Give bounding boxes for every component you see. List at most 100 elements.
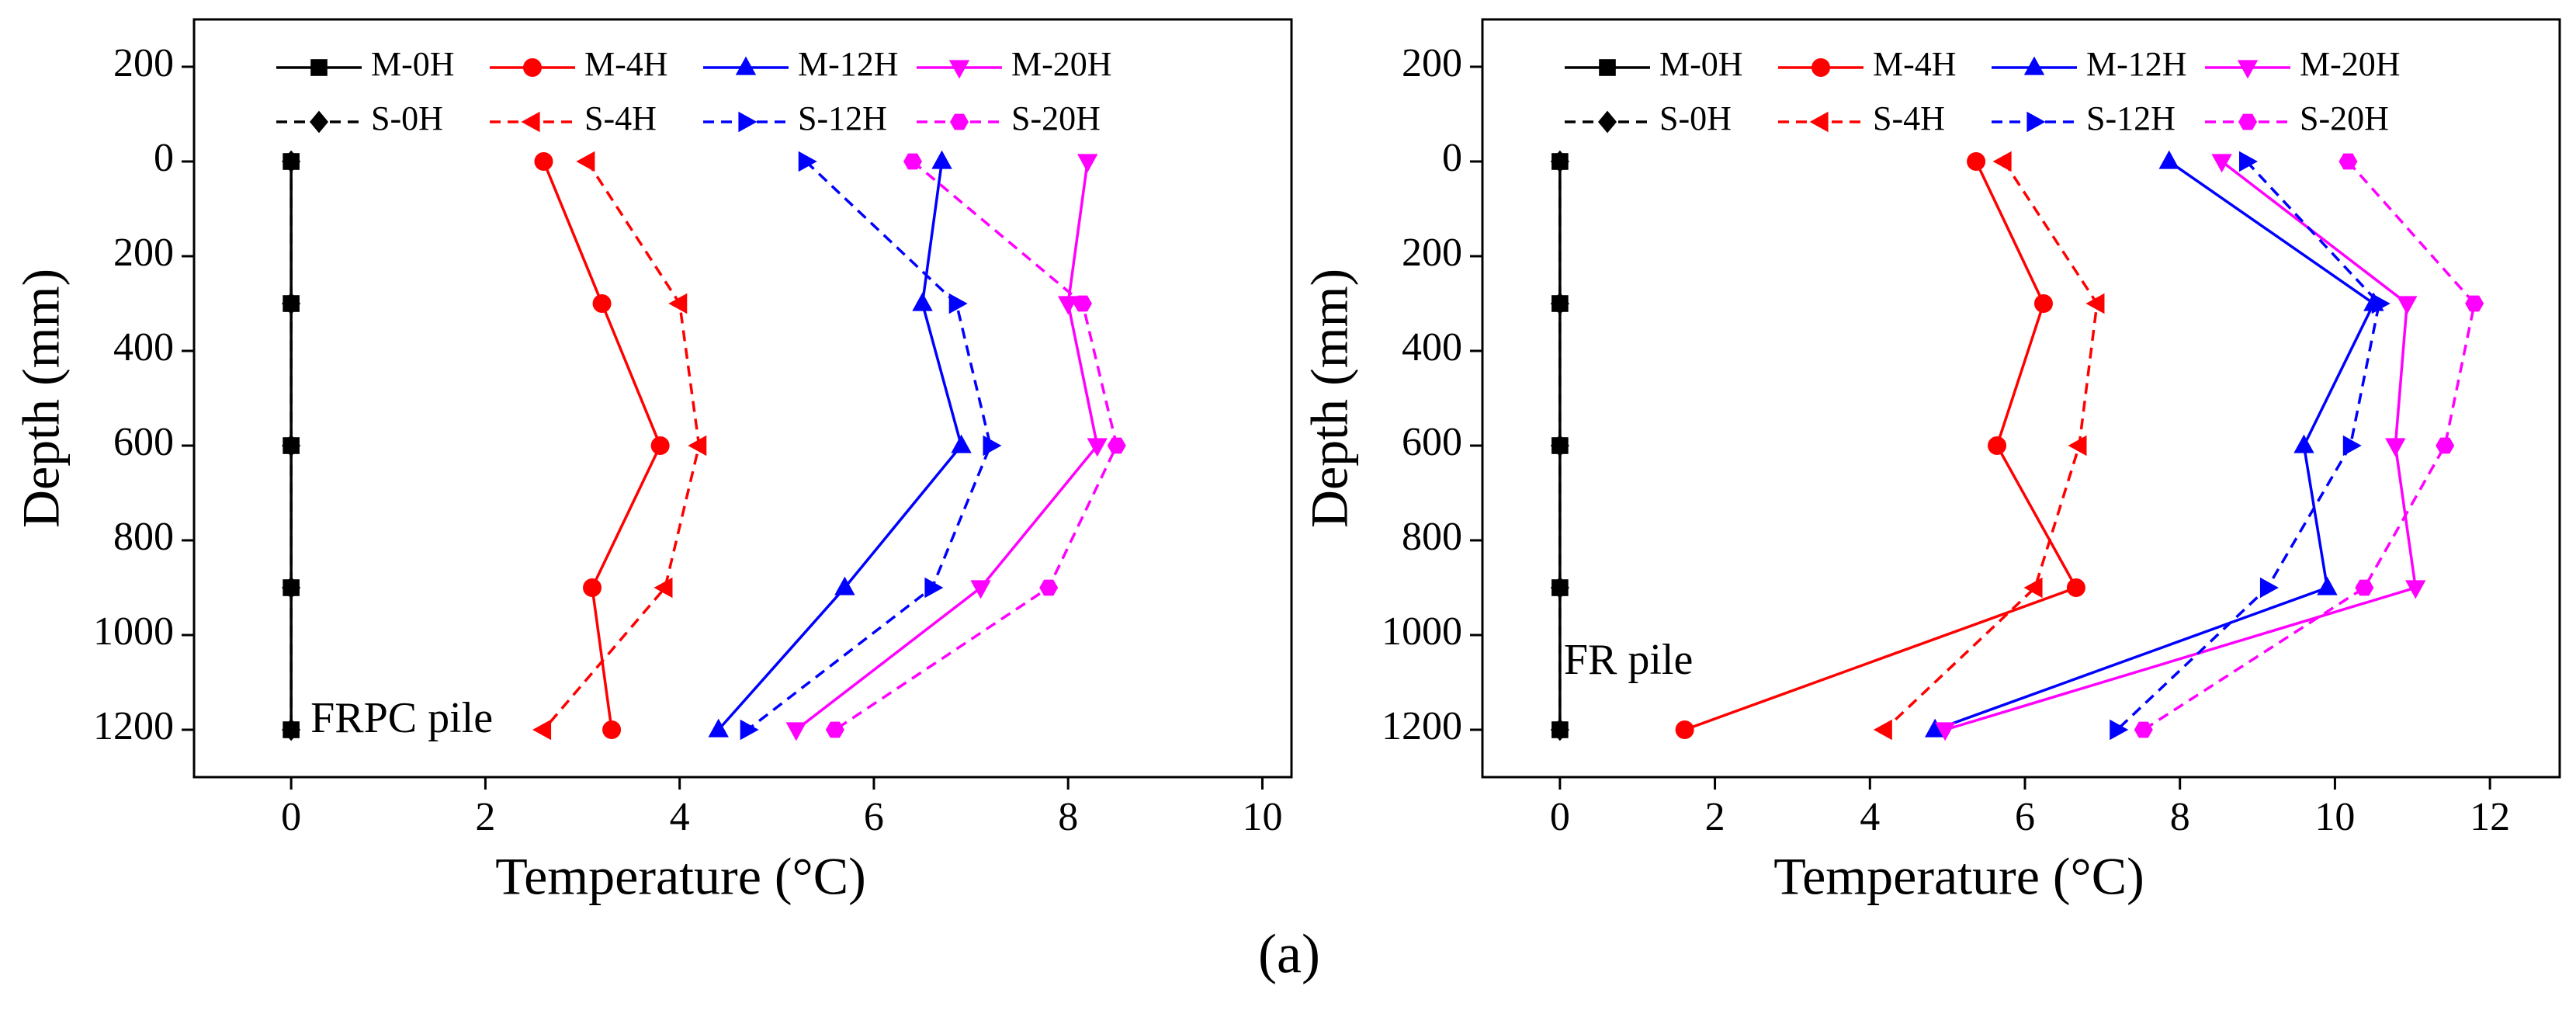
- legend-marker: [738, 111, 758, 133]
- marker: [2465, 295, 2484, 312]
- marker: [583, 578, 602, 597]
- marker: [2238, 151, 2258, 172]
- marker: [983, 435, 1002, 456]
- marker: [1924, 718, 1946, 738]
- marker: [650, 436, 670, 455]
- x-tick-label: 0: [1550, 795, 1570, 839]
- series-line: [543, 161, 701, 731]
- marker: [602, 720, 622, 739]
- x-tick-label: 0: [281, 795, 301, 839]
- marker: [1550, 718, 1569, 741]
- x-axis-label: Temperature (°C): [495, 847, 865, 906]
- legend-label: S-0H: [371, 99, 443, 137]
- marker: [912, 292, 933, 311]
- legend-marker: [521, 111, 540, 133]
- marker: [1934, 722, 1956, 741]
- caption: (a): [1258, 923, 1320, 985]
- marker: [2211, 154, 2232, 173]
- y-tick-label: 200: [113, 231, 174, 275]
- y-axis-label: Depth (mm): [1300, 269, 1359, 528]
- y-tick-label: 0: [1442, 136, 1462, 180]
- x-tick-label: 4: [1860, 795, 1880, 839]
- marker: [668, 293, 688, 314]
- marker: [2317, 576, 2338, 595]
- legend-label: S-4H: [1873, 99, 1945, 137]
- marker: [2110, 719, 2129, 741]
- marker: [1988, 436, 2007, 455]
- x-tick-label: 2: [1705, 795, 1725, 839]
- marker: [1039, 579, 1059, 596]
- x-tick-label: 10: [2314, 795, 2355, 839]
- legend-marker: [310, 59, 328, 76]
- marker: [2293, 434, 2314, 453]
- annotation: FRPC pile: [310, 694, 493, 742]
- marker: [1873, 719, 1892, 741]
- marker: [2023, 577, 2043, 599]
- marker: [740, 719, 759, 741]
- y-tick-label: 400: [1402, 325, 1462, 370]
- marker: [708, 718, 729, 738]
- marker: [2405, 580, 2426, 599]
- x-tick-label: 2: [475, 795, 495, 839]
- marker: [1550, 150, 1569, 173]
- x-tick-label: 8: [1058, 795, 1078, 839]
- legend-marker: [948, 60, 970, 79]
- marker: [951, 434, 972, 453]
- y-tick-label: 1200: [1382, 704, 1462, 748]
- marker: [654, 577, 673, 599]
- marker: [2066, 578, 2085, 597]
- marker: [2259, 577, 2279, 599]
- legend-marker: [735, 56, 757, 75]
- legend-marker: [1598, 110, 1617, 134]
- legend-label: M-0H: [1659, 45, 1743, 83]
- legend-label: M-4H: [1873, 45, 1957, 83]
- legend-label: S-0H: [1659, 99, 1732, 137]
- y-axis-label: Depth (mm): [12, 269, 71, 528]
- legend-label: S-12H: [2086, 99, 2176, 137]
- y-tick-label: 800: [113, 515, 174, 559]
- marker: [2342, 435, 2362, 456]
- legend-marker: [1599, 59, 1616, 76]
- marker: [1550, 576, 1569, 599]
- marker: [834, 576, 855, 595]
- marker: [2085, 293, 2105, 314]
- y-tick-label: 1000: [93, 609, 174, 654]
- marker: [282, 150, 301, 173]
- legend-marker: [1809, 111, 1829, 133]
- legend-label: M-20H: [2300, 45, 2401, 83]
- marker: [2339, 153, 2358, 170]
- marker: [1550, 434, 1569, 457]
- marker: [798, 151, 817, 172]
- y-tick-label: 400: [113, 325, 174, 370]
- legend-label: S-20H: [1011, 99, 1101, 137]
- marker: [534, 152, 553, 171]
- y-tick-label: 600: [1402, 420, 1462, 464]
- marker: [2436, 437, 2455, 454]
- y-tick-label: 600: [113, 420, 174, 464]
- marker: [282, 292, 301, 315]
- x-tick-label: 10: [1242, 795, 1282, 839]
- marker: [2355, 579, 2374, 596]
- legend-marker: [950, 113, 969, 130]
- legend-label: M-0H: [371, 45, 455, 83]
- legend-marker: [523, 58, 542, 77]
- marker: [2158, 150, 2179, 169]
- y-tick-label: 0: [154, 136, 174, 180]
- marker: [1675, 720, 1694, 739]
- legend-label: M-12H: [2086, 45, 2187, 83]
- marker: [948, 293, 968, 314]
- plot-frame: [1481, 18, 2561, 779]
- marker: [1077, 154, 1098, 173]
- x-tick-label: 6: [864, 795, 884, 839]
- marker: [825, 721, 844, 738]
- series-line: [834, 160, 1118, 731]
- series-line: [2142, 160, 2477, 731]
- legend-marker: [2023, 56, 2045, 75]
- marker: [1992, 151, 2012, 172]
- marker: [1057, 296, 1079, 315]
- marker: [282, 576, 301, 599]
- x-axis-label: Temperature (°C): [1773, 847, 2144, 906]
- marker: [2033, 294, 2053, 313]
- y-tick-label: 1200: [93, 704, 174, 748]
